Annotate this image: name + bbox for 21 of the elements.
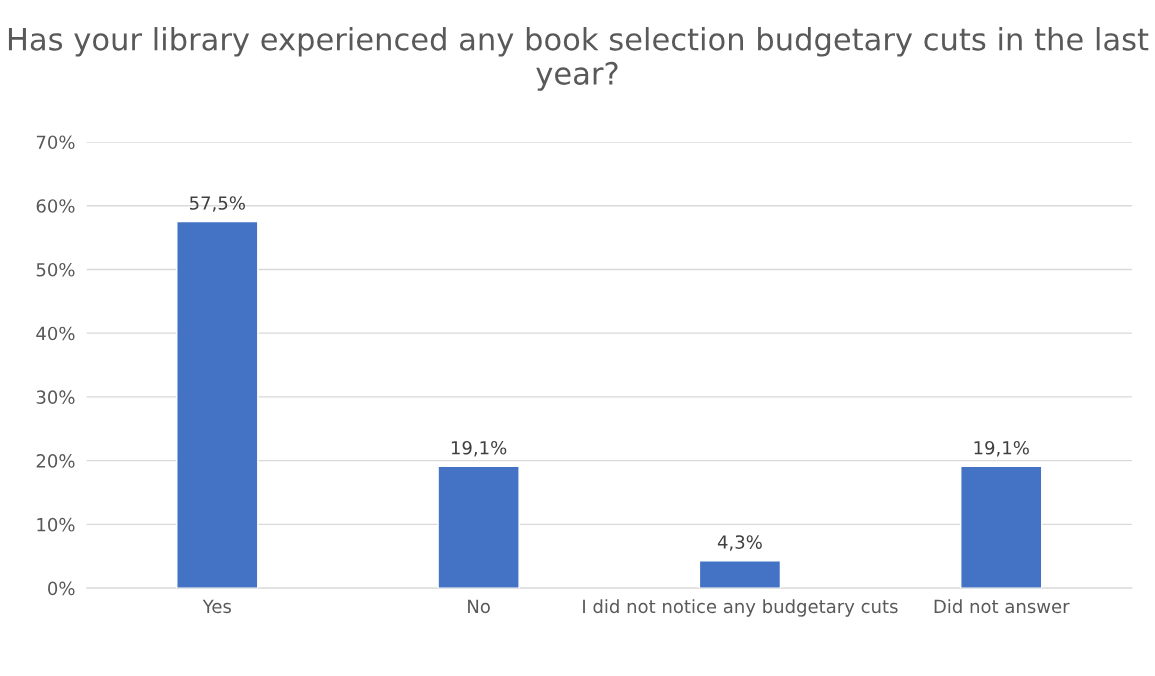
y-tick-label: 0%: [48, 581, 75, 596]
y-tick-label: 20%: [36, 454, 75, 468]
x-tick-label: Did not answer: [934, 599, 1070, 614]
y-tick-label: 10%: [37, 517, 75, 532]
chart-title: Has your library experienced any book selection budgetary cuts in the last year?: [8, 27, 1149, 91]
data-label: 19,1%: [451, 440, 507, 457]
bar: [698, 560, 782, 589]
bar: [176, 220, 259, 589]
x-tick-label: I did not notice any budgetary cuts: [583, 599, 898, 617]
data-label: 19,1%: [974, 440, 1029, 457]
data-label: 57,5%: [190, 196, 245, 212]
y-tick-label: 50%: [36, 262, 75, 277]
y-tick-label: 30%: [36, 390, 75, 405]
y-tick-label: 60%: [36, 199, 75, 213]
data-label: 4,3%: [717, 535, 762, 551]
y-tick-label: 70%: [36, 135, 75, 150]
x-tick-label: Yes: [202, 599, 231, 614]
bar: [960, 465, 1043, 589]
bar: [437, 465, 520, 589]
x-tick-label: No: [468, 599, 490, 614]
y-tick-label: 40%: [36, 326, 75, 341]
